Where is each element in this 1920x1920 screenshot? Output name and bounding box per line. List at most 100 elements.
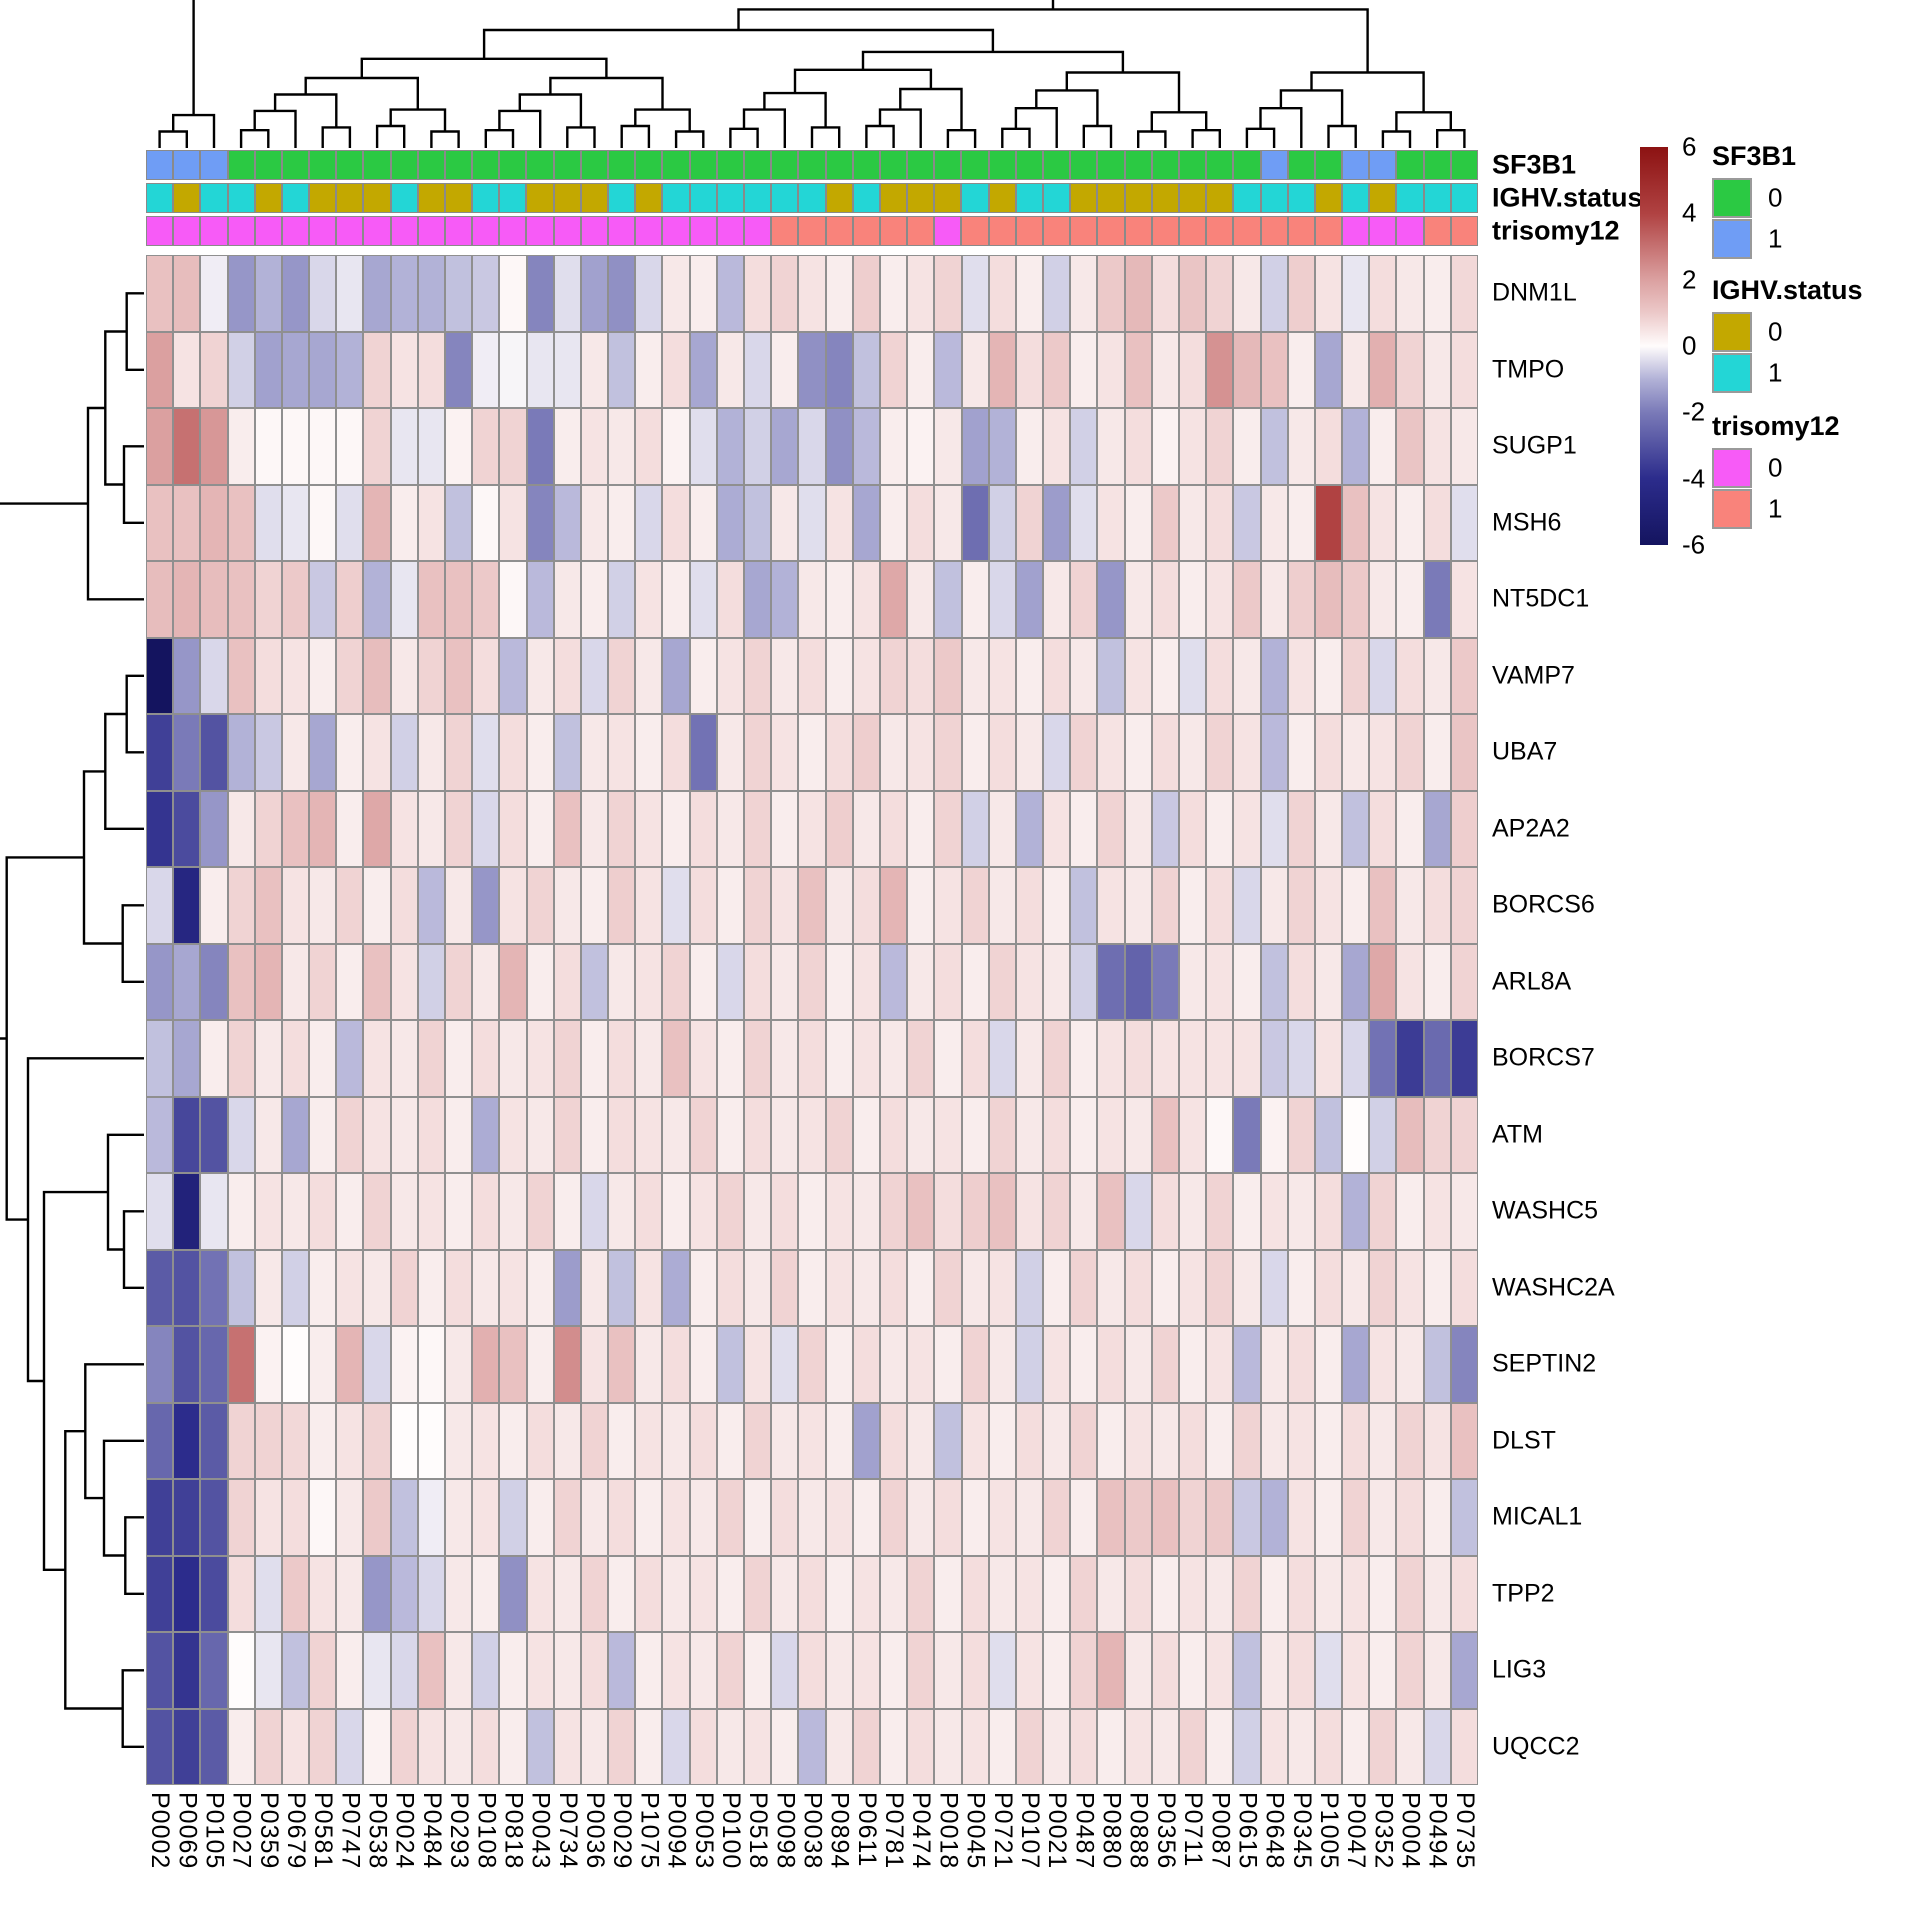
heatmap-cell (1342, 1555, 1370, 1632)
gene-label: ATM (1492, 1120, 1543, 1149)
heatmap-cell (825, 637, 853, 714)
heatmap-cell (445, 331, 473, 408)
heatmap-cell (934, 1708, 962, 1785)
heatmap-cell (499, 1402, 527, 1479)
heatmap-cell (526, 1173, 554, 1250)
heatmap-cell (173, 408, 201, 485)
heatmap-cell (173, 943, 201, 1020)
heatmap-cell (879, 1096, 908, 1173)
heatmap-cell (146, 867, 174, 944)
heatmap-cell (1206, 790, 1234, 867)
annotation-cell (146, 216, 174, 246)
heatmap-cell (1369, 561, 1397, 638)
gene-label: BORCS7 (1492, 1043, 1595, 1072)
heatmap-cell (363, 867, 391, 944)
annotation-cell (662, 183, 690, 213)
heatmap-cell (1097, 255, 1125, 332)
heatmap-cell (580, 1479, 609, 1556)
heatmap-cell (1450, 331, 1478, 408)
sample-label: P0474 (907, 1792, 936, 1870)
heatmap-cell (1151, 1096, 1179, 1173)
heatmap-cell (608, 255, 636, 332)
heatmap-cell (1097, 790, 1125, 867)
annotation-cell (608, 150, 636, 180)
heatmap-cell (417, 1326, 446, 1403)
sample-label: P0043 (526, 1792, 555, 1870)
heatmap-cell (1314, 255, 1343, 332)
sample-label: P0484 (417, 1792, 446, 1870)
heatmap-cell (1450, 1402, 1478, 1479)
heatmap-cell (1396, 1632, 1424, 1709)
heatmap-cell (1070, 1632, 1098, 1709)
heatmap-cell (879, 1173, 908, 1250)
heatmap-cell (336, 1479, 364, 1556)
gene-label: LIG3 (1492, 1655, 1547, 1684)
heatmap-cell (1233, 255, 1261, 332)
annotation-cell (988, 216, 1016, 246)
heatmap-cell (1233, 1479, 1261, 1556)
heatmap-cell (254, 790, 282, 867)
heatmap-cell (988, 484, 1016, 561)
heatmap-cell (771, 1479, 799, 1556)
gene-label: SEPTIN2 (1492, 1349, 1597, 1378)
heatmap-cell (200, 484, 228, 561)
heatmap-cell (1423, 1632, 1451, 1709)
heatmap-cell (1233, 561, 1261, 638)
heatmap-cell (988, 714, 1016, 791)
heatmap-cell (689, 637, 717, 714)
heatmap-cell (1423, 484, 1451, 561)
heatmap-cell (1369, 790, 1397, 867)
heatmap-cell (1070, 1020, 1098, 1097)
heatmap-cell (1151, 1708, 1179, 1785)
gene-label: WASHC5 (1492, 1196, 1599, 1225)
heatmap-cell (716, 1402, 745, 1479)
heatmap-cell (852, 790, 880, 867)
heatmap-cell (173, 1479, 201, 1556)
legend-level-label: 0 (1768, 182, 1783, 213)
annotation-cell (281, 183, 310, 213)
heatmap-cell (1342, 637, 1370, 714)
heatmap-cell (472, 1402, 500, 1479)
heatmap-cell (1015, 867, 1044, 944)
heatmap-cell (879, 484, 908, 561)
heatmap-cell (1043, 1479, 1071, 1556)
heatmap-cell (635, 1555, 663, 1632)
heatmap-cell (1314, 1096, 1343, 1173)
heatmap-cell (580, 943, 609, 1020)
heatmap-cell (526, 1479, 554, 1556)
sample-label: P0038 (798, 1792, 827, 1870)
heatmap-cell (1043, 790, 1071, 867)
heatmap-cell (934, 637, 962, 714)
annotation-cell (1043, 183, 1071, 213)
heatmap-cell (146, 637, 174, 714)
heatmap-cell (146, 1402, 174, 1479)
annotation-track-label-trisomy12: trisomy12 (1492, 215, 1620, 246)
heatmap-cell (771, 561, 799, 638)
heatmap-cell (1206, 714, 1234, 791)
annotation-cell (825, 150, 853, 180)
heatmap-cell (825, 1249, 853, 1326)
heatmap-cell (1287, 790, 1315, 867)
heatmap-cell (499, 790, 527, 867)
heatmap-cell (254, 1708, 282, 1785)
heatmap-cell (771, 1402, 799, 1479)
heatmap-cell (146, 1555, 174, 1632)
heatmap-cell (1287, 1249, 1315, 1326)
heatmap-cell (227, 1020, 255, 1097)
legend-level-label: 0 (1768, 452, 1783, 483)
heatmap-cell (1043, 637, 1071, 714)
heatmap-cell (689, 408, 717, 485)
annotation-cell (499, 183, 527, 213)
annotation-cell (200, 216, 228, 246)
heatmap-cell (744, 1096, 772, 1173)
annotation-cell (526, 183, 554, 213)
heatmap-cell (879, 408, 908, 485)
heatmap-cell (1233, 1555, 1261, 1632)
heatmap-cell (553, 1096, 581, 1173)
heatmap-cell (1287, 1020, 1315, 1097)
heatmap-cell (1178, 867, 1207, 944)
heatmap-cell (961, 331, 989, 408)
heatmap-cell (1369, 1173, 1397, 1250)
heatmap-cell (662, 408, 690, 485)
